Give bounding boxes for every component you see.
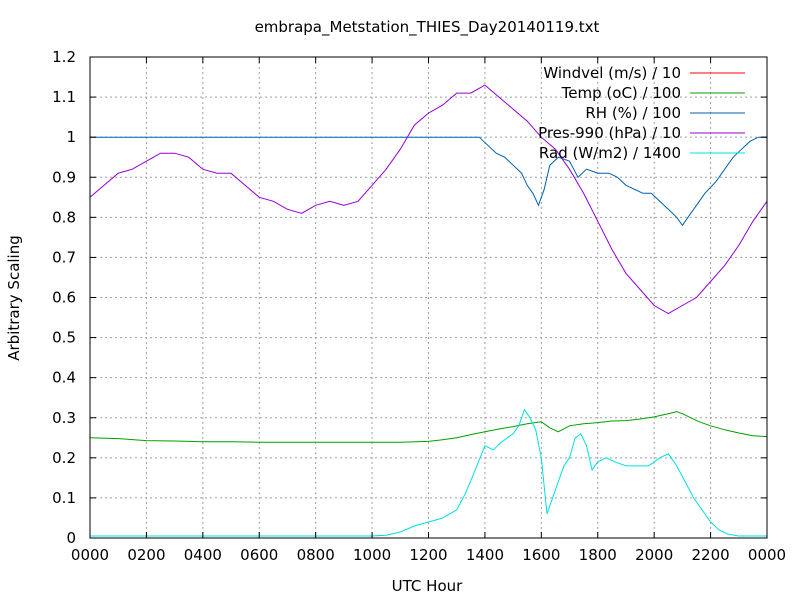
axis-ticks: 0000 0200 0400 0600 0800 1000 1200 1400 1600 1800… [52,48,786,564]
x-tick-label: 1200 [409,546,447,564]
y-tick-label: 1.2 [52,48,76,66]
y-tick-label: 1 [66,128,76,146]
legend-label-windvel: Windvel (m/s) / 10 [543,64,681,82]
x-tick-label: 2000 [635,546,673,564]
x-axis-label: UTC Hour [392,577,463,595]
chart-title: embrapa_Metstation_THIES_Day20140119.txt [255,18,600,37]
y-tick-label: 0.4 [52,369,76,387]
x-tick-label: 0600 [240,546,278,564]
series-line-rh [90,136,767,227]
y-tick-label: 0.1 [52,489,76,507]
x-tick-label: 2200 [691,546,729,564]
y-tick-label: 0.9 [52,168,76,186]
y-tick-label: 0.5 [52,329,76,347]
x-tick-label: 0000 [71,546,109,564]
y-tick-label: 0.8 [52,208,76,226]
y-tick-label: 0.3 [52,409,76,427]
x-tick-label: 0400 [184,546,222,564]
legend: Windvel (m/s) / 10 Temp (oC) / 100 RH (%) … [538,64,745,162]
y-tick-label: 0 [66,529,76,547]
legend-label-temp: Temp (oC) / 100 [561,84,681,102]
x-tick-label: 0200 [127,546,165,564]
x-tick-label: 0800 [297,546,335,564]
y-axis-label: Arbitrary Scaling [5,235,23,361]
series-line-rad [90,408,767,537]
y-tick-label: 0.7 [52,248,76,266]
y-tick-label: 0.2 [52,449,76,467]
x-tick-label: 1800 [579,546,617,564]
x-tick-label: 0000 [748,546,786,564]
x-tick-label: 1400 [466,546,504,564]
legend-label-rad: Rad (W/m2) / 1400 [539,144,681,162]
x-tick-label: 1000 [353,546,391,564]
legend-label-pres-990: Pres-990 (hPa) / 10 [538,124,681,142]
series-line-temp [89,411,768,443]
series-lines [89,84,768,537]
series-line-pres-990 [89,84,768,315]
y-tick-label: 1.1 [52,88,76,106]
x-tick-label: 1600 [522,546,560,564]
y-tick-label: 0.6 [52,289,76,307]
legend-label-rh: RH (%) / 100 [585,104,681,122]
